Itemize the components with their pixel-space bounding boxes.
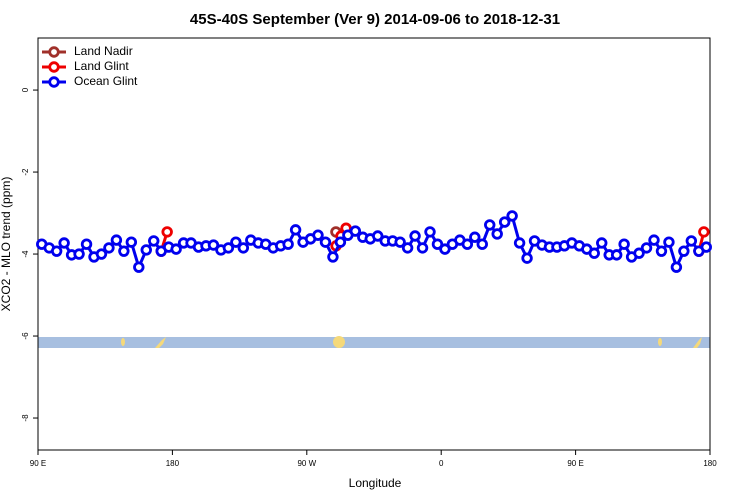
point	[521, 252, 533, 264]
point	[148, 235, 160, 247]
point	[491, 228, 503, 240]
y-axis-label: XCO2 - MLO trend (ppm)	[0, 177, 13, 312]
plot-frame	[37, 37, 711, 451]
y-tick-label: -2	[21, 168, 30, 176]
legend-marker	[48, 76, 60, 88]
point	[588, 247, 600, 259]
legend-marker	[48, 46, 60, 58]
point	[312, 229, 324, 241]
point	[73, 248, 85, 260]
y-tick-label: -8	[21, 414, 30, 422]
x-tick-label: 90 E	[567, 459, 583, 468]
point	[685, 235, 698, 247]
point	[469, 231, 481, 243]
point	[424, 226, 436, 238]
point	[161, 226, 173, 238]
map-strip	[38, 336, 710, 348]
point	[439, 243, 451, 255]
point	[372, 230, 384, 242]
legend-label: Land Nadir	[74, 44, 133, 58]
point	[282, 238, 294, 250]
point	[513, 237, 526, 249]
point	[618, 238, 630, 250]
point	[401, 242, 414, 254]
point	[207, 239, 220, 251]
point	[334, 236, 347, 248]
point	[678, 245, 690, 257]
x-tick-label: 90 W	[297, 459, 316, 468]
point	[118, 245, 130, 257]
x-tick-label: 180	[166, 459, 180, 468]
point	[110, 234, 123, 246]
point	[230, 236, 242, 248]
point	[349, 225, 362, 237]
point	[655, 245, 668, 257]
x-tick-label: 180	[703, 459, 717, 468]
y-tick-label: -4	[21, 250, 30, 258]
chart-title: 45S-40S September (Ver 9) 2014-09-06 to …	[190, 11, 560, 28]
x-axis-label: Longitude	[349, 476, 402, 490]
x-tick-label: 0	[439, 459, 444, 468]
point	[289, 224, 302, 236]
point	[103, 242, 115, 254]
point	[80, 238, 93, 250]
point	[50, 245, 63, 257]
point	[58, 237, 70, 249]
point	[140, 244, 152, 256]
point	[95, 248, 108, 260]
point	[327, 251, 339, 263]
x-tick-label: 90 E	[30, 459, 46, 468]
point	[648, 234, 660, 246]
point	[431, 238, 444, 250]
point	[319, 236, 332, 248]
point	[416, 242, 429, 254]
point	[484, 219, 496, 231]
point	[663, 236, 675, 248]
point	[461, 238, 474, 250]
legend-label: Land Glint	[74, 59, 129, 73]
y-tick-label: -6	[21, 332, 30, 340]
point	[700, 241, 712, 253]
legend-label: Ocean Glint	[74, 74, 138, 88]
point	[610, 249, 623, 261]
point	[125, 236, 138, 248]
point	[670, 261, 683, 273]
point	[476, 238, 488, 250]
point	[394, 236, 406, 248]
point	[640, 242, 653, 254]
point	[633, 247, 645, 259]
point	[133, 261, 145, 273]
y-tick-label: 0	[21, 87, 30, 92]
point	[498, 216, 511, 228]
point	[237, 242, 250, 254]
point	[596, 237, 608, 249]
point	[170, 243, 182, 255]
point	[506, 210, 518, 222]
point	[409, 230, 421, 242]
legend-marker	[48, 61, 60, 73]
point	[698, 226, 710, 238]
point	[222, 242, 235, 254]
